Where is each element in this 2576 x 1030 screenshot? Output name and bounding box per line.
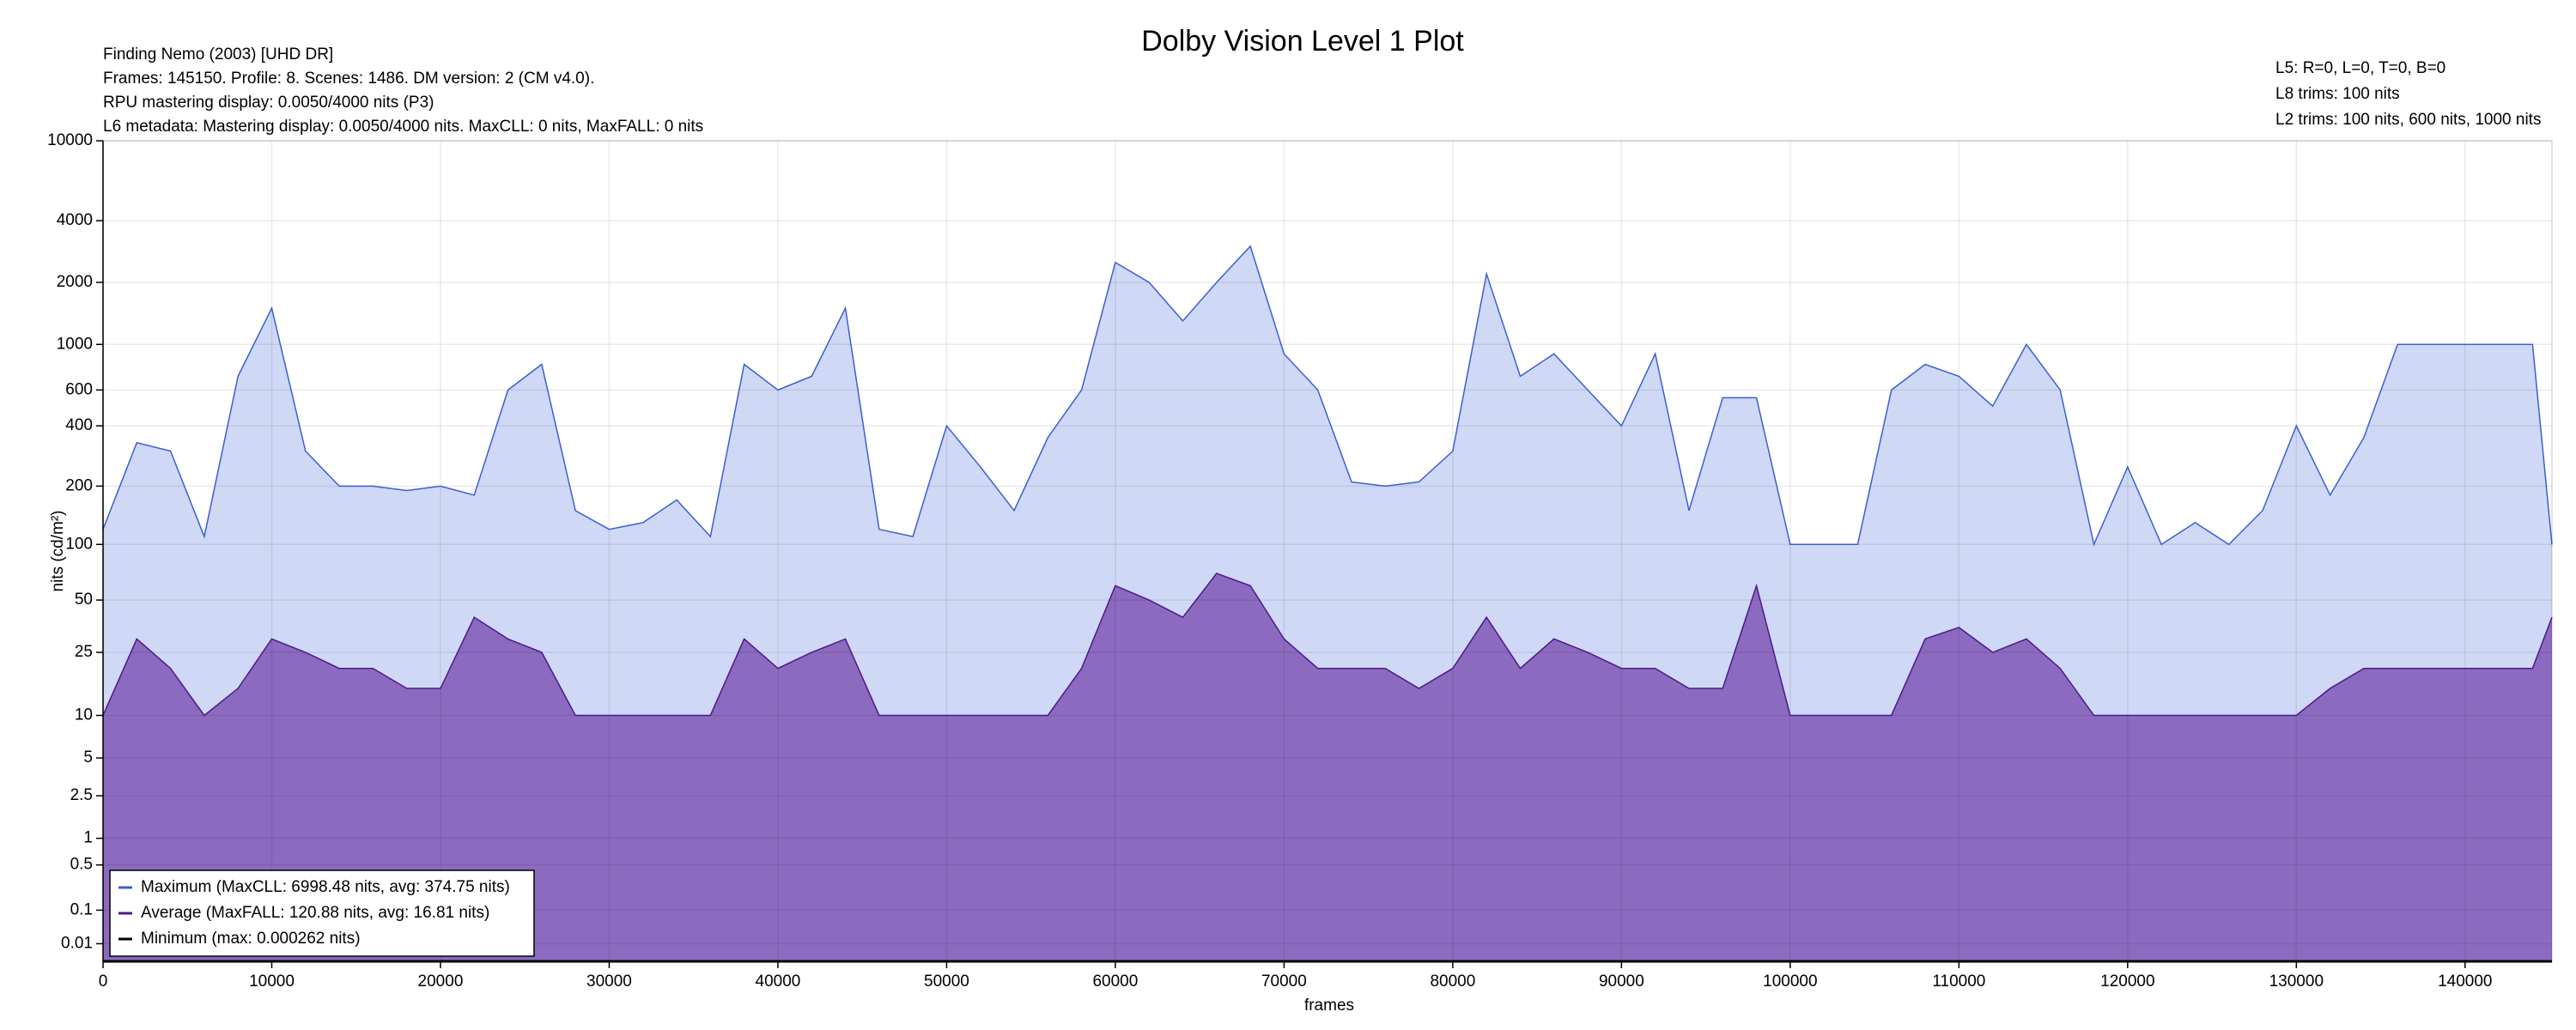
x-tick-label: 110000 [1932,972,1985,991]
y-tick-label: 5 [83,748,93,766]
y-tick-label: 1 [83,829,93,847]
info-text: L2 trims: 100 nits, 600 nits, 1000 nits [2275,111,2541,129]
y-tick-label: 2000 [57,273,93,291]
x-tick-label: 30000 [586,972,632,991]
series-line [102,245,2553,547]
x-tick-label: 0 [99,972,108,991]
legend-label: Maximum (MaxCLL: 6998.48 nits, avg: 374.… [141,878,510,896]
x-tick-label: 90000 [1599,972,1644,991]
y-tick-label: 1000 [57,335,93,353]
x-tick-label: 40000 [756,972,801,991]
x-axis-label: frames [1304,997,1354,1015]
info-text: RPU mastering display: 0.0050/4000 nits … [103,94,434,112]
x-tick-label: 10000 [249,972,295,991]
y-tick-label: 2.5 [70,786,93,804]
x-tick-label: 20000 [418,972,464,991]
y-tick-label: 10 [75,706,93,724]
info-text: Finding Nemo (2003) [UHD DR] [103,45,333,64]
y-tick-label: 25 [75,643,93,661]
chart-title: Dolby Vision Level 1 Plot [1141,25,1464,58]
y-axis-label: nits (cd/m²) [49,511,67,592]
y-tick-label: 400 [65,416,93,434]
info-text: L5: R=0, L=0, T=0, B=0 [2275,59,2445,77]
series-line [102,573,2553,717]
y-tick-label: 600 [65,380,93,398]
x-tick-label: 130000 [2269,972,2324,991]
y-tick-label: 100 [65,535,93,553]
x-tick-label: 100000 [1763,972,1817,991]
y-tick-label: 0.1 [70,900,93,918]
y-tick-label: 4000 [57,211,93,229]
y-tick-label: 0.5 [70,856,93,874]
x-tick-label: 120000 [2100,972,2154,991]
y-tick-label: 10000 [47,131,93,149]
y-tick-label: 0.01 [61,934,93,952]
legend-box [109,869,535,957]
x-tick-label: 50000 [924,972,969,991]
legend-label: Minimum (max: 0.000262 nits) [141,930,361,948]
x-tick-label: 140000 [2438,972,2492,991]
x-tick-label: 70000 [1261,972,1307,991]
x-tick-label: 60000 [1092,972,1138,991]
info-text: L6 metadata: Mastering display: 0.0050/4… [103,118,703,136]
legend-label: Average (MaxFALL: 120.88 nits, avg: 16.8… [141,904,489,922]
area-fill [103,573,2552,961]
y-tick-label: 200 [65,476,93,494]
info-text: L8 trims: 100 nits [2275,85,2400,103]
x-tick-label: 80000 [1430,972,1475,991]
y-tick-label: 50 [75,591,93,609]
info-text: Frames: 145150. Profile: 8. Scenes: 1486… [103,70,594,88]
